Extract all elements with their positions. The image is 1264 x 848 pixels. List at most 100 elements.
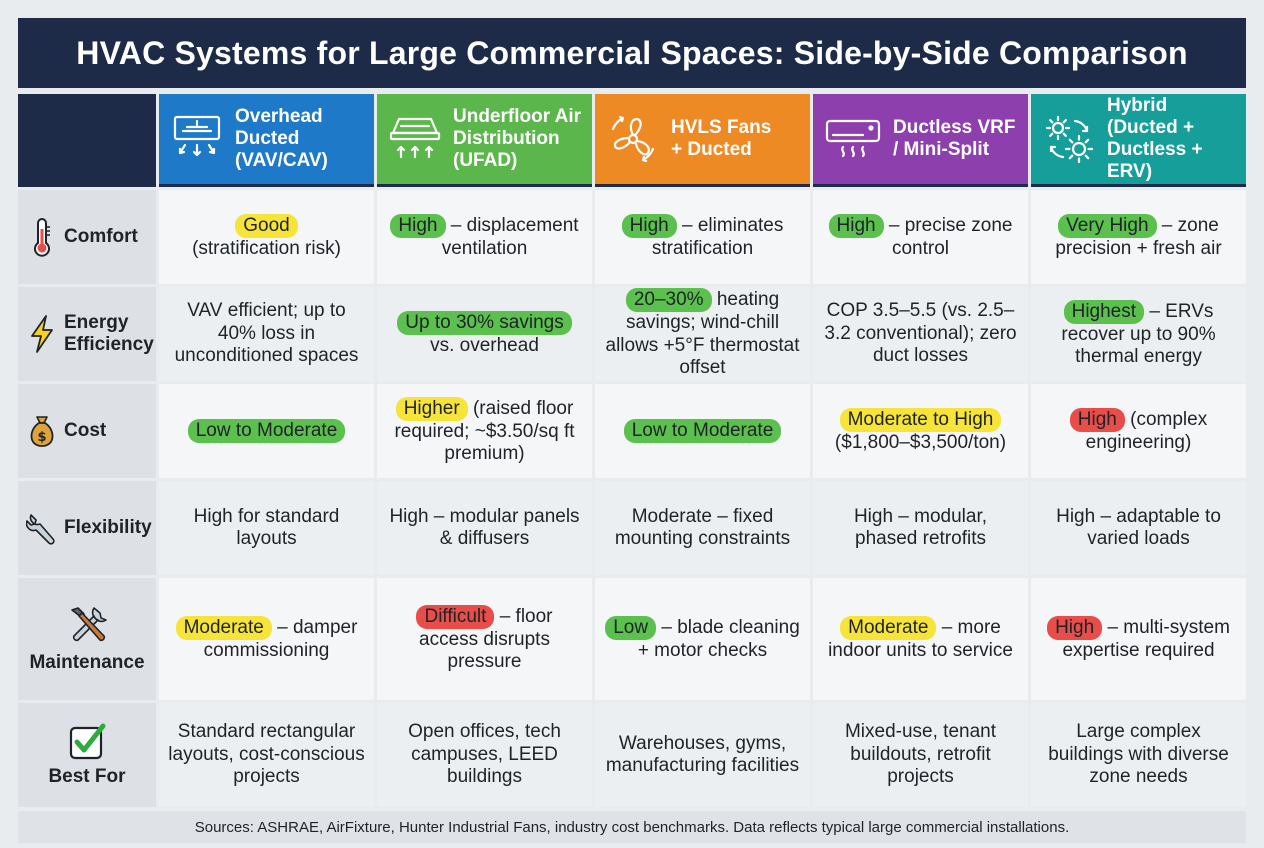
cell-text: (stratification risk) bbox=[192, 237, 341, 259]
table-corner bbox=[18, 94, 156, 187]
floor-diffuser-icon bbox=[387, 111, 443, 167]
cell-flexibility-hybrid: High – adaptable to varied loads bbox=[1031, 481, 1246, 575]
wrench-icon bbox=[26, 508, 58, 548]
cell-text: (complex engineering) bbox=[1085, 408, 1208, 453]
cell-cost-ufad: Higher (raised floor required; ~$3.50/sq… bbox=[377, 384, 592, 478]
rating-highlight: High bbox=[621, 213, 677, 238]
cell-text: – damper commissioning bbox=[203, 616, 358, 661]
cell-cost-vrf: Moderate to High ($1,800–$3,500/ton) bbox=[813, 384, 1028, 478]
cell-flexibility-vrf: High – modular, phased retrofits bbox=[813, 481, 1028, 575]
comparison-table: Overhead Ducted (VAV/CAV) Underfloor Air… bbox=[18, 94, 1246, 807]
rating-highlight: High bbox=[828, 213, 884, 238]
cell-text: High for standard layouts bbox=[193, 505, 340, 550]
rating-highlight: Moderate to High bbox=[839, 407, 1002, 432]
cell-text: Warehouses, gyms, manufacturing faciliti… bbox=[605, 732, 800, 777]
cell-text: – more indoor units to service bbox=[828, 616, 1013, 661]
cell-cost-hybrid: High (complex engineering) bbox=[1031, 384, 1246, 478]
rating-highlight: High bbox=[1069, 407, 1125, 432]
rating-highlight: Moderate bbox=[175, 615, 272, 640]
cell-comfort-vrf: High – precise zone control bbox=[813, 190, 1028, 284]
rating-highlight: Very High bbox=[1058, 213, 1157, 238]
rating-highlight: Low to Moderate bbox=[187, 419, 346, 443]
cell-best-for-vrf: Mixed-use, tenant buildouts, retrofit pr… bbox=[813, 703, 1028, 807]
cell-best-for-overhead: Standard rectangular layouts, cost-consc… bbox=[159, 703, 374, 807]
cell-text: High – modular panels & diffusers bbox=[389, 505, 580, 550]
row-header-cost: $ Cost bbox=[18, 384, 156, 478]
col-header-ufad: Underfloor Air Distribution (UFAD) bbox=[377, 94, 592, 187]
money-bag-icon: $ bbox=[26, 411, 58, 451]
rating-highlight: Good bbox=[235, 213, 298, 238]
cell-text: High – adaptable to varied loads bbox=[1056, 505, 1221, 550]
cell-best-for-ufad: Open offices, tech campuses, LEED buildi… bbox=[377, 703, 592, 807]
ceiling-diffuser-icon bbox=[169, 111, 225, 167]
rating-highlight: Higher bbox=[395, 396, 468, 421]
rating-highlight: 20–30% bbox=[625, 288, 712, 313]
rating-highlight: High bbox=[390, 213, 446, 238]
col-header-hybrid: Hybrid (Ducted + Ductless + ERV) bbox=[1031, 94, 1246, 187]
rating-highlight: Low to Moderate bbox=[623, 419, 782, 443]
wall-unit-icon bbox=[823, 111, 883, 167]
cell-text: COP 3.5–5.5 (vs. 2.5–3.2 conventional); … bbox=[824, 300, 1017, 367]
rating-highlight: High bbox=[1047, 615, 1103, 640]
cell-energy-hvls: 20–30% heating savings; wind-chill allow… bbox=[595, 287, 810, 381]
cell-maintenance-overhead: Moderate – damper commissioning bbox=[159, 578, 374, 700]
row-header-energy: Energy Efficiency bbox=[18, 287, 156, 381]
lightning-icon bbox=[26, 314, 58, 354]
page-title: HVAC Systems for Large Commercial Spaces… bbox=[18, 18, 1246, 88]
cell-text: Standard rectangular layouts, cost-consc… bbox=[168, 721, 365, 788]
rating-highlight: Up to 30% savings bbox=[397, 310, 572, 335]
cell-text: – displacement ventilation bbox=[441, 214, 579, 259]
col-header-overhead-ducted: Overhead Ducted (VAV/CAV) bbox=[159, 94, 374, 187]
cell-cost-overhead: Low to Moderate bbox=[159, 384, 374, 478]
cell-text: VAV efficient; up to 40% loss in uncondi… bbox=[174, 300, 359, 367]
cell-comfort-hvls: High – eliminates stratification bbox=[595, 190, 810, 284]
svg-text:$: $ bbox=[37, 430, 46, 445]
cell-text: Mixed-use, tenant buildouts, retrofit pr… bbox=[844, 721, 997, 788]
col-header-vrf: Ductless VRF / Mini-Split bbox=[813, 94, 1028, 187]
row-header-best-for: Best For bbox=[18, 703, 156, 807]
cell-text: ($1,800–$3,500/ton) bbox=[834, 431, 1007, 453]
cell-text: Open offices, tech campuses, LEED buildi… bbox=[408, 721, 561, 788]
cell-text: – floor access disrupts pressure bbox=[419, 605, 553, 673]
thermometer-icon bbox=[26, 217, 58, 257]
cell-text: – multi-system expertise required bbox=[1062, 616, 1230, 661]
cell-best-for-hvls: Warehouses, gyms, manufacturing faciliti… bbox=[595, 703, 810, 807]
row-header-label: Cost bbox=[64, 420, 107, 441]
cell-flexibility-hvls: Moderate – fixed mounting constraints bbox=[595, 481, 810, 575]
cell-comfort-hybrid: Very High – zone precision + fresh air bbox=[1031, 190, 1246, 284]
cell-text: vs. overhead bbox=[430, 334, 539, 356]
cell-cost-hvls: Low to Moderate bbox=[595, 384, 810, 478]
cell-text: heating savings; wind-chill allows +5°F … bbox=[605, 289, 800, 379]
row-header-label: Best For bbox=[48, 766, 126, 787]
cell-maintenance-vrf: Moderate – more indoor units to service bbox=[813, 578, 1028, 700]
cell-maintenance-ufad: Difficult – floor access disrupts pressu… bbox=[377, 578, 592, 700]
rating-highlight: Highest bbox=[1063, 299, 1145, 324]
col-header-hvls: HVLS Fans + Ducted bbox=[595, 94, 810, 187]
rating-highlight: Moderate bbox=[840, 615, 937, 640]
rating-highlight: Difficult bbox=[416, 604, 495, 629]
col-header-label: Ductless VRF / Mini-Split bbox=[893, 117, 1016, 160]
cell-text: – ERVs recover up to 90% thermal energy bbox=[1061, 300, 1216, 368]
gears-icon bbox=[1041, 111, 1097, 167]
tools-icon bbox=[64, 604, 110, 648]
cell-text: – eliminates stratification bbox=[651, 214, 784, 259]
cell-maintenance-hybrid: High – multi-system expertise required bbox=[1031, 578, 1246, 700]
col-header-label: Overhead Ducted (VAV/CAV) bbox=[235, 106, 328, 171]
cell-energy-vrf: COP 3.5–5.5 (vs. 2.5–3.2 conventional); … bbox=[813, 287, 1028, 381]
row-header-comfort: Comfort bbox=[18, 190, 156, 284]
checkbox-icon bbox=[67, 722, 107, 762]
cell-flexibility-overhead: High for standard layouts bbox=[159, 481, 374, 575]
cell-text: – precise zone control bbox=[888, 214, 1013, 259]
col-header-label: Underfloor Air Distribution (UFAD) bbox=[453, 106, 582, 171]
cell-flexibility-ufad: High – modular panels & diffusers bbox=[377, 481, 592, 575]
sources-footer: Sources: ASHRAE, AirFixture, Hunter Indu… bbox=[18, 811, 1246, 843]
cell-energy-hybrid: Highest – ERVs recover up to 90% thermal… bbox=[1031, 287, 1246, 381]
row-header-label: Maintenance bbox=[29, 652, 145, 673]
row-header-label: Comfort bbox=[64, 226, 138, 247]
col-header-label: Hybrid (Ducted + Ductless + ERV) bbox=[1107, 95, 1203, 182]
cell-text: Large complex buildings with diverse zon… bbox=[1048, 721, 1229, 788]
cell-text: Moderate – fixed mounting constraints bbox=[614, 505, 791, 550]
col-header-label: HVLS Fans + Ducted bbox=[671, 117, 772, 160]
cell-energy-overhead: VAV efficient; up to 40% loss in uncondi… bbox=[159, 287, 374, 381]
